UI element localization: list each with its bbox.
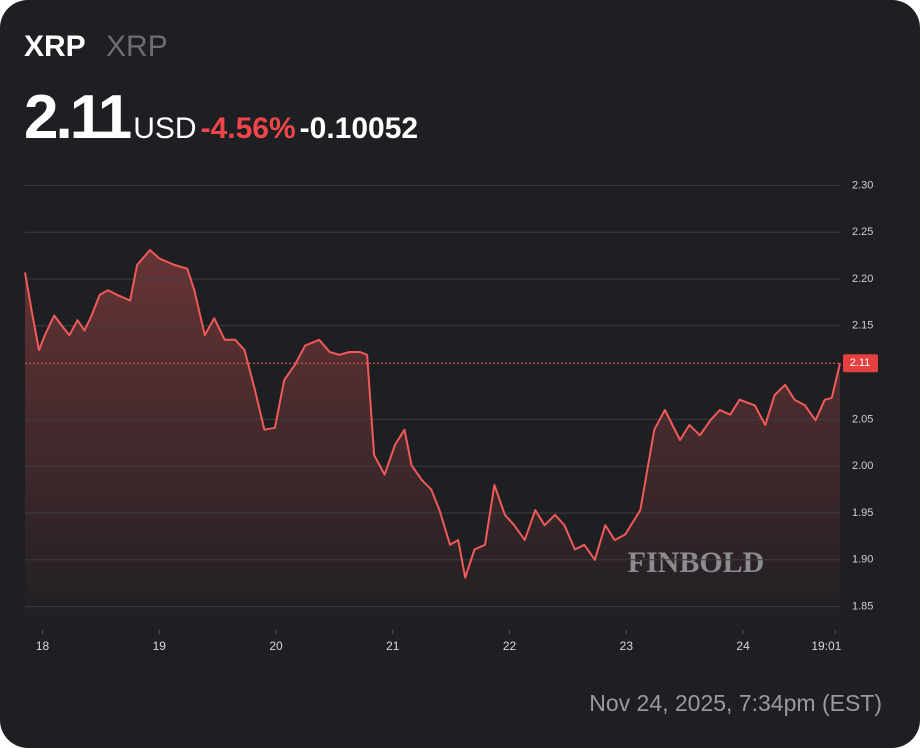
y-tick-label: 1.90: [852, 554, 873, 566]
last-price-tag: [843, 354, 878, 373]
y-tick-label: 2.25: [852, 226, 873, 238]
symbol: XRP: [24, 30, 86, 63]
price-row: 2.11 USD -4.56% -0.10052: [24, 82, 418, 153]
price-line: [24, 249, 841, 579]
x-tick-label: 24: [736, 639, 750, 653]
y-tick-label: 1.85: [852, 601, 873, 613]
y-tick-label: 2.30: [852, 179, 873, 191]
asset-name: XRP: [106, 30, 168, 63]
change: -0.10052: [299, 112, 419, 145]
x-tick-label: 21: [386, 639, 400, 653]
x-tick-label: 20: [269, 639, 283, 653]
last-price-label: 2.11: [850, 357, 871, 369]
timestamp: Nov 24, 2025, 7:34pm (EST): [589, 690, 882, 716]
currency: USD: [133, 112, 197, 145]
title-row: XRP XRP: [24, 30, 168, 64]
y-tick-label: 2.00: [852, 460, 873, 472]
y-tick-label: 2.15: [852, 320, 873, 332]
y-tick-label: 1.95: [852, 507, 873, 519]
change-percent: -4.56%: [200, 112, 296, 145]
x-tick-label: 19: [153, 639, 167, 653]
price: 2.11: [24, 83, 132, 152]
x-tick-label: 23: [620, 639, 634, 653]
x-tick-label: 19:01: [811, 639, 841, 653]
y-tick-label: 2.20: [852, 273, 873, 285]
watermark: FINBOLD: [628, 546, 765, 579]
y-tick-label: 2.05: [852, 413, 873, 425]
x-tick-label: 22: [503, 639, 517, 653]
x-tick-label: 18: [36, 639, 50, 653]
price-area: [25, 250, 840, 630]
